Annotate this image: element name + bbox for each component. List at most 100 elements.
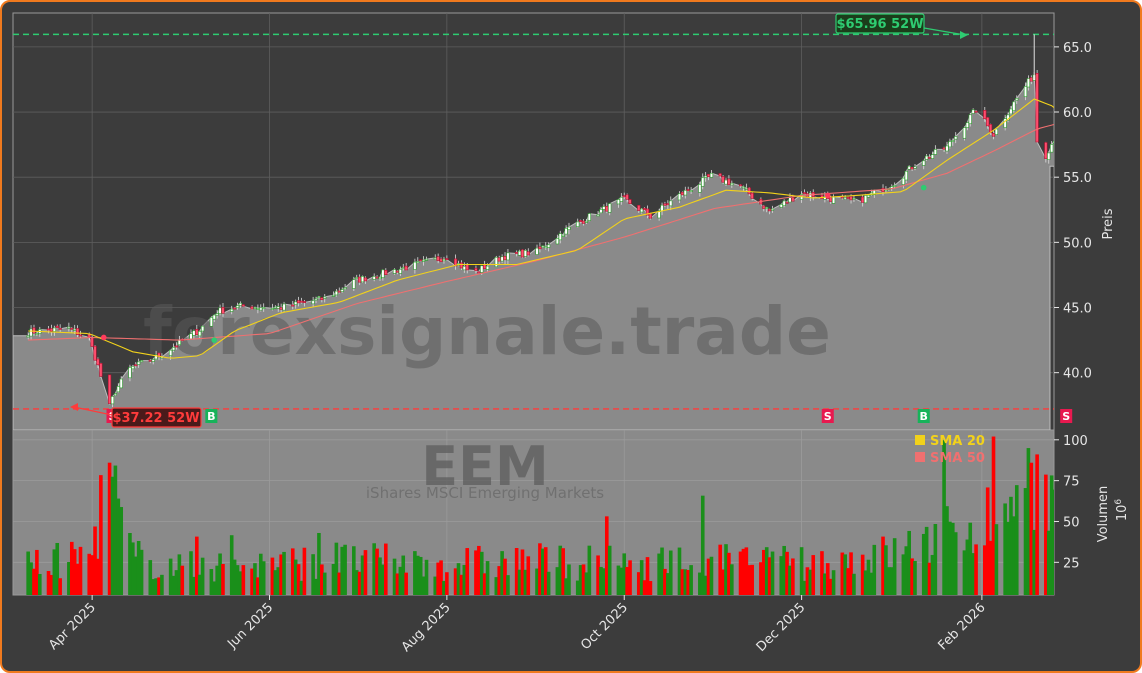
volume-bar xyxy=(46,570,51,595)
volume-bar xyxy=(322,572,327,595)
volume-bar xyxy=(831,570,836,595)
volume-bar xyxy=(282,551,286,595)
candle-body xyxy=(768,208,772,212)
volume-bar xyxy=(413,551,417,595)
signal-marker-label: B xyxy=(207,410,215,423)
volume-bar xyxy=(991,436,996,595)
volume-bar xyxy=(625,566,629,595)
volume-bar xyxy=(55,542,60,595)
volume-bar xyxy=(1056,511,1060,595)
volume-bar xyxy=(456,563,461,595)
date-tick-label: Aug 2025 xyxy=(399,600,454,655)
volume-bar xyxy=(825,563,830,595)
volume-bar xyxy=(648,581,653,595)
volume-bar xyxy=(253,563,257,595)
volume-bar xyxy=(1035,454,1039,595)
candle-body xyxy=(587,213,591,221)
candle-body xyxy=(323,296,327,299)
volume-bar xyxy=(904,546,909,595)
volume-bar xyxy=(87,553,92,595)
candle-body xyxy=(904,170,908,181)
candle-body xyxy=(1050,144,1054,153)
volume-bar xyxy=(439,560,443,595)
volume-bar xyxy=(136,540,141,595)
candle-body xyxy=(422,259,426,262)
volume-bar xyxy=(700,495,705,595)
volume-axis-label: Volumen xyxy=(1096,486,1111,543)
volume-bar xyxy=(764,547,769,595)
volume-bar xyxy=(331,564,336,595)
volume-bar xyxy=(602,568,606,595)
signal-marker-box xyxy=(821,409,834,423)
volume-bar xyxy=(154,578,158,595)
volume-bar xyxy=(869,572,874,595)
volume-bar xyxy=(436,562,440,595)
volume-bar xyxy=(250,568,254,595)
volume-bar xyxy=(884,545,888,595)
volume-bar xyxy=(139,549,144,595)
volume-bar xyxy=(474,550,478,595)
volume-bar xyxy=(290,548,295,595)
volume-bar xyxy=(910,558,914,595)
volume-bar xyxy=(107,462,112,595)
candle-body xyxy=(46,328,51,331)
candle-body xyxy=(951,140,955,142)
candle-body xyxy=(442,258,446,262)
volume-bar xyxy=(131,542,135,595)
candle-body xyxy=(294,301,298,305)
candle-body xyxy=(576,221,580,227)
candle-body xyxy=(189,333,193,340)
volume-bar xyxy=(1023,488,1028,595)
volume-bar xyxy=(96,558,100,595)
volume-bar xyxy=(622,553,627,595)
candle-body xyxy=(541,245,545,248)
volume-bar xyxy=(616,565,621,595)
volume-bar xyxy=(578,565,583,595)
candle-body xyxy=(526,251,530,256)
volume-bar xyxy=(520,549,525,595)
candle-body xyxy=(994,128,999,135)
volume-bar xyxy=(52,549,57,595)
candle-body xyxy=(782,200,786,207)
volume-bar xyxy=(538,543,542,595)
price-tick-label: 40.0 xyxy=(1063,367,1092,382)
candle-body xyxy=(642,208,647,211)
candle-body xyxy=(320,297,324,301)
candle-body xyxy=(1035,73,1039,143)
volume-bar xyxy=(479,551,484,595)
candle-body xyxy=(645,208,650,216)
candle-body xyxy=(637,204,641,211)
volume-bar xyxy=(1012,516,1016,595)
volume-axis: 25 50 75 100 xyxy=(1054,434,1088,571)
candle-body xyxy=(352,279,356,289)
volume-bar xyxy=(99,475,103,595)
volume-bar xyxy=(256,577,260,595)
candle-body xyxy=(849,196,853,201)
volume-bar xyxy=(200,557,205,595)
volume-bar xyxy=(69,541,74,595)
volume-tick-label: 75 xyxy=(1063,475,1080,490)
volume-bar xyxy=(852,573,856,595)
volume-bar xyxy=(317,532,321,595)
candle-body xyxy=(608,203,612,213)
candle-body xyxy=(99,363,103,377)
volume-bar xyxy=(913,560,917,595)
candle-body xyxy=(523,250,527,257)
volume-bar xyxy=(718,544,722,595)
volume-tick-label: 50 xyxy=(1063,515,1080,530)
volume-bars xyxy=(26,436,1060,595)
candle-body xyxy=(171,347,176,351)
candle-body xyxy=(221,307,225,314)
candle-body xyxy=(515,251,519,254)
volume-bar xyxy=(1044,474,1048,595)
volume-bar xyxy=(927,562,932,595)
annotation-52w-high-label: $65.96 52W xyxy=(836,17,923,32)
candle-body xyxy=(802,192,807,195)
candle-body xyxy=(846,196,850,199)
candle-body xyxy=(544,246,548,249)
price-tick-label: 55.0 xyxy=(1063,171,1092,186)
candle-body xyxy=(913,166,917,169)
volume-bar xyxy=(453,568,458,595)
candle-body xyxy=(724,179,728,185)
volume-bar xyxy=(334,542,339,595)
